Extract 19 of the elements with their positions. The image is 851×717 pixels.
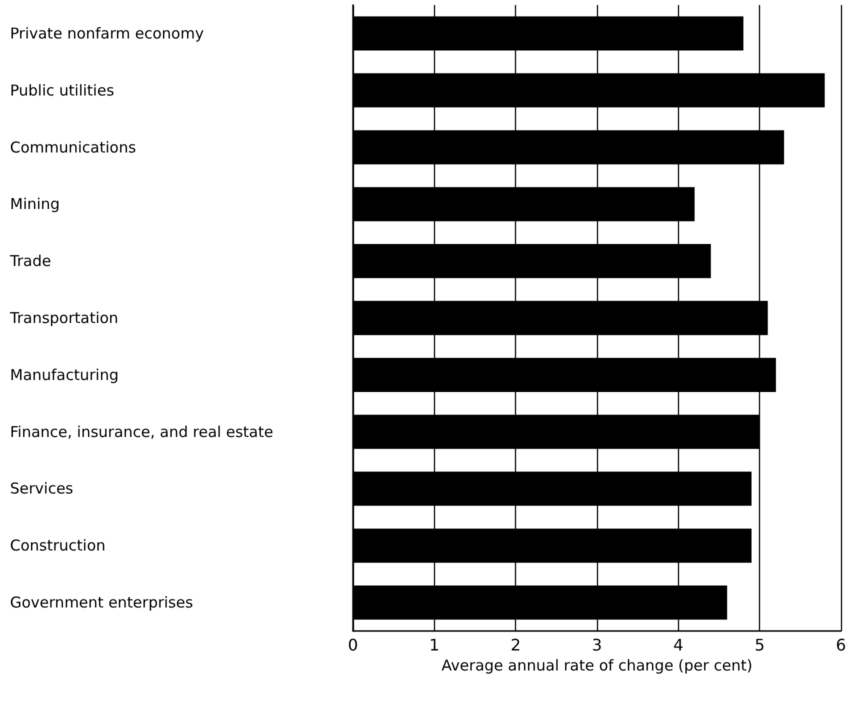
x-tick-label: 3	[592, 636, 602, 654]
y-tick-label: Services	[10, 480, 74, 498]
x-tick-label: 5	[754, 636, 765, 654]
y-tick-label: Transportation	[9, 309, 118, 327]
x-tick-label: 0	[348, 636, 358, 654]
y-tick-label: Construction	[10, 536, 106, 555]
y-tick-label: Private nonfarm economy	[10, 24, 204, 42]
y-tick-label: Communications	[10, 138, 136, 156]
x-tick-label: 2	[510, 636, 521, 654]
x-tick-label: 1	[429, 636, 440, 654]
x-tick-label: 6	[836, 636, 846, 654]
y-tick-label: Government enterprises	[10, 594, 194, 612]
y-tick-label: Finance, insurance, and real estate	[10, 422, 274, 441]
y-tick-label: Manufacturing	[10, 366, 119, 384]
y-tick-label: Trade	[9, 252, 52, 270]
x-tick-label: 4	[673, 636, 684, 654]
y-tick-label: Mining	[10, 195, 60, 214]
x-axis-title: Average annual rate of change (per cent)	[442, 656, 752, 674]
y-tick-label: Public utilities	[10, 81, 114, 100]
